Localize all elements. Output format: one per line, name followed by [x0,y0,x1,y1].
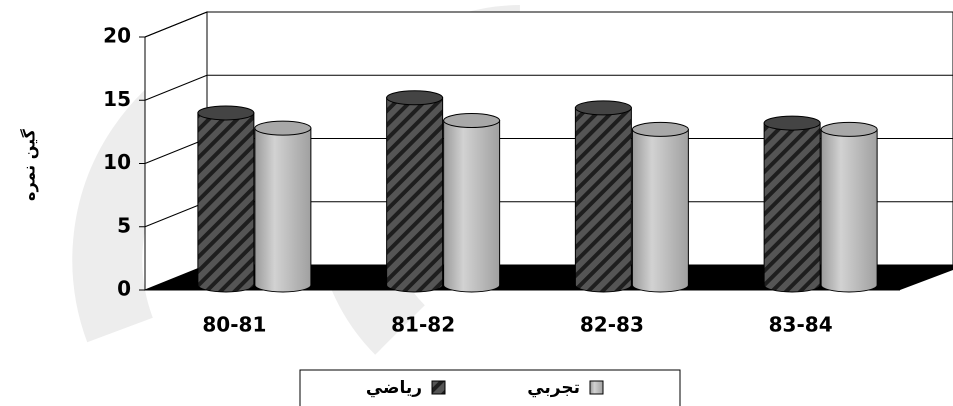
bar [197,112,255,293]
grid-line [144,138,208,164]
x-tick-label: 81-82 [391,313,455,337]
grid-line [144,74,208,101]
legend [299,369,681,406]
y-tick-label: 0 [117,277,131,301]
grid-line [144,201,208,228]
bar [763,122,821,293]
y-tick-label: 10 [103,150,131,174]
bar [443,120,501,293]
bar [574,107,632,293]
bar-top [254,120,312,136]
legend-label: تجربي [527,378,580,398]
bar-top [763,115,821,131]
x-tick-label: 83-84 [769,313,833,337]
x-tick-label: 80-81 [202,313,266,337]
bar-top [631,121,689,137]
bar-top [197,105,255,121]
x-tick-label: 82-83 [580,313,644,337]
bar [254,127,312,293]
y-tick-label: 15 [103,87,131,111]
bar-top [386,90,444,106]
y-tick-label: 5 [117,213,131,237]
grid-line [144,11,208,38]
bar [631,128,689,293]
floor [145,265,953,290]
bar-top [820,121,878,137]
y-axis-label: گين نمره [20,128,39,201]
bar-top [574,100,632,116]
bar [386,97,444,293]
y-tick-label: 20 [103,24,131,48]
bar-top [443,113,501,129]
legend-label: رياضي [366,378,422,398]
bar [820,128,878,293]
legend-swatch [431,380,446,395]
legend-swatch [589,380,604,395]
